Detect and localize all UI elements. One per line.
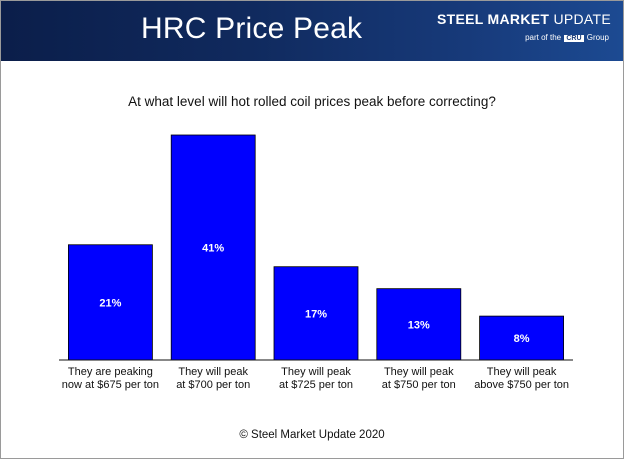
header-banner: HRC Price Peak STEEL MARKET UPDATE part … xyxy=(1,1,623,61)
category-label-5-line-1: They will peak xyxy=(487,366,557,378)
category-label-2-line-2: at $700 per ton xyxy=(176,379,250,391)
logo-subtitle: part of the CRU Group xyxy=(525,33,609,42)
steel-market-update-logo: STEEL MARKET UPDATE part of the CRU Grou… xyxy=(437,9,611,53)
bar-1 xyxy=(68,244,153,361)
category-label-3-line-1: They will peak xyxy=(281,366,351,378)
category-label-2-line-1: They will peak xyxy=(178,366,248,378)
slide-title: HRC Price Peak xyxy=(141,12,363,45)
copyright-footer: © Steel Market Update 2020 xyxy=(239,429,385,441)
bar-2 xyxy=(170,134,256,361)
logo-wordmark-bold: STEEL MARKET xyxy=(437,11,550,27)
data-label-2: 41% xyxy=(202,243,224,255)
category-label-3-line-2: at $725 per ton xyxy=(279,379,353,391)
category-label-1-line-1: They are peaking xyxy=(68,366,153,378)
category-label-5-line-2: above $750 per ton xyxy=(474,379,569,391)
cru-badge: CRU xyxy=(564,35,584,42)
bar-3 xyxy=(273,266,359,361)
bar-4 xyxy=(376,288,462,361)
data-label-3: 17% xyxy=(305,308,327,320)
chart-title: At what level will hot rolled coil price… xyxy=(128,94,496,109)
category-label-1-line-2: now at $675 per ton xyxy=(62,379,159,391)
logo-wordmark-update: UPDATE xyxy=(549,11,611,27)
category-label-4-line-2: at $750 per ton xyxy=(382,379,456,391)
bar-5 xyxy=(479,315,565,361)
data-label-4: 13% xyxy=(408,319,430,331)
data-label-1: 21% xyxy=(99,297,121,309)
category-label-4-line-1: They will peak xyxy=(384,366,454,378)
data-label-5: 8% xyxy=(514,333,530,345)
logo-wordmark: STEEL MARKET UPDATE xyxy=(437,11,611,27)
logo-sub-suffix: Group xyxy=(586,33,609,42)
logo-sub-prefix: part of the xyxy=(525,33,562,42)
